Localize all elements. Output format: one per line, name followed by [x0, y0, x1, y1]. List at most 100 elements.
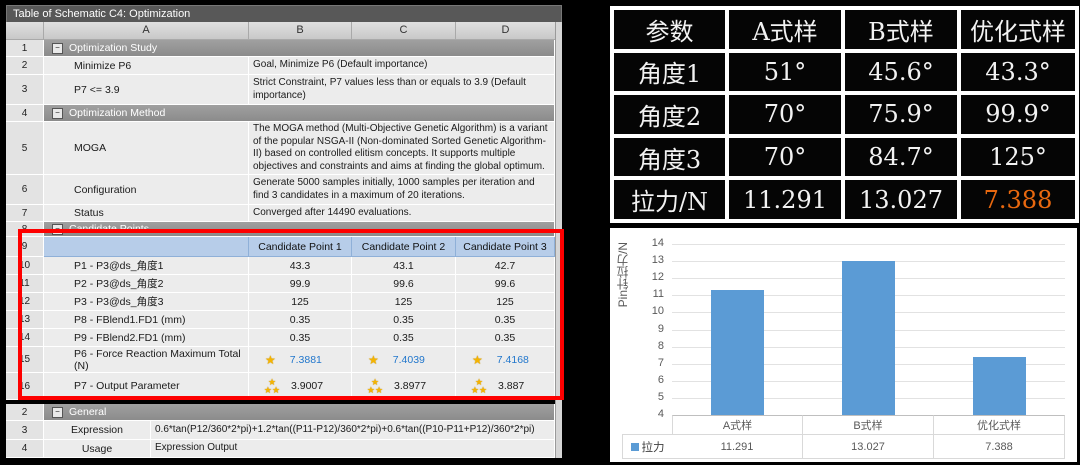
section-header-cell[interactable]: − General: [44, 404, 555, 421]
parameter-value-cell[interactable]: Converged after 14490 evaluations.: [249, 205, 555, 222]
parameter-label-cell[interactable]: P2 - P3@ds_角度2: [44, 275, 249, 293]
parameter-label-cell[interactable]: Configuration: [44, 175, 249, 205]
parameter-label-cell[interactable]: P7 - Output Parameter: [44, 373, 249, 400]
collapse-icon[interactable]: −: [52, 42, 63, 54]
corner-cell[interactable]: [6, 22, 44, 40]
candidate-value-cell[interactable]: ★ ★★ 3.9007: [249, 373, 352, 400]
star-icon: ★: [368, 352, 379, 367]
candidate-point-header[interactable]: Candidate Point 3: [456, 237, 555, 257]
compare-value-cell: 11.291: [727, 178, 843, 221]
bar[interactable]: [973, 357, 1026, 415]
compare-header-cell: 参数: [612, 8, 727, 51]
compare-value-cell: 125°: [959, 135, 1077, 179]
candidate-value-cell[interactable]: ★ 7.3881: [249, 347, 352, 373]
parameter-label-cell[interactable]: P8 - FBlend1.FD1 (mm): [44, 311, 249, 329]
parameter-label-cell[interactable]: P3 - P3@ds_角度3: [44, 293, 249, 311]
candidate-value-cell[interactable]: 0.35: [249, 329, 352, 347]
candidate-value-cell[interactable]: ★ ★★ 3.8977: [352, 373, 456, 400]
y-axis-tick-label: 4: [657, 408, 664, 420]
three-star-icon: ★ ★★: [470, 377, 488, 395]
parameter-value-cell[interactable]: The MOGA method (Multi-Objective Genetic…: [249, 122, 555, 175]
legend: 拉力: [622, 434, 672, 459]
row-number-cell[interactable]: 10: [6, 257, 44, 275]
parameter-label-cell[interactable]: Minimize P6: [44, 57, 249, 75]
parameter-label-cell[interactable]: P7 <= 3.9: [44, 75, 249, 105]
candidate-value-cell[interactable]: 125: [456, 293, 555, 311]
column-header-c[interactable]: C: [352, 22, 456, 40]
candidate-value-cell[interactable]: 43.1: [352, 257, 456, 275]
candidate-value-cell[interactable]: 99.9: [249, 275, 352, 293]
row-number-cell[interactable]: 14: [6, 329, 44, 347]
candidate-value-cell[interactable]: ★ 7.4039: [352, 347, 456, 373]
parameter-label-cell[interactable]: P6 - Force Reaction Maximum Total (N): [44, 347, 249, 373]
y-axis-tick-label: 14: [651, 237, 664, 249]
column-header-a[interactable]: A: [44, 22, 249, 40]
row-number-cell[interactable]: 16: [6, 373, 44, 400]
star-icon: ★: [265, 352, 276, 367]
table-row: 3 P7 <= 3.9 Strict Constraint, P7 values l…: [6, 75, 555, 105]
row-number-cell[interactable]: 3: [6, 75, 44, 105]
candidate-value-cell[interactable]: 99.6: [456, 275, 555, 293]
collapse-icon[interactable]: −: [52, 223, 63, 235]
candidate-value-cell[interactable]: 0.35: [352, 311, 456, 329]
row-number-cell[interactable]: 2: [6, 404, 44, 421]
candidate-point-header[interactable]: Candidate Point 1: [249, 237, 352, 257]
candidate-value-cell[interactable]: 125: [352, 293, 456, 311]
parameter-value-cell[interactable]: Strict Constraint, P7 values less than o…: [249, 75, 555, 105]
candidate-value-cell[interactable]: 43.3: [249, 257, 352, 275]
compare-value-cell: 51°: [727, 50, 843, 94]
section-header-cell[interactable]: − Optimization Method: [44, 105, 555, 122]
section-header-cell[interactable]: − Candidate Points: [44, 222, 555, 237]
candidate-value-cell[interactable]: 0.35: [456, 329, 555, 347]
row-number-cell[interactable]: 4: [6, 440, 44, 458]
row-number-cell[interactable]: 3: [6, 421, 44, 440]
row-number-cell[interactable]: 4: [6, 105, 44, 122]
table-row: 2− General: [6, 404, 555, 421]
row-number-cell[interactable]: 15: [6, 347, 44, 373]
parameter-value-cell[interactable]: Expression Output: [151, 440, 555, 458]
row-number-cell[interactable]: 11: [6, 275, 44, 293]
candidate-value: 7.4168: [496, 353, 529, 366]
candidate-value-cell[interactable]: 42.7: [456, 257, 555, 275]
parameter-label-cell[interactable]: Status: [44, 205, 249, 222]
column-header-d[interactable]: D: [456, 22, 555, 40]
bar[interactable]: [711, 290, 764, 415]
candidate-value-cell[interactable]: 0.35: [249, 311, 352, 329]
collapse-icon[interactable]: −: [52, 406, 63, 418]
candidate-value-cell[interactable]: ★ ★★ 3.887: [456, 373, 555, 400]
parameter-label-cell[interactable]: P9 - FBlend2.FD1 (mm): [44, 329, 249, 347]
parameter-value-cell[interactable]: 0.6*tan(P12/360*2*pi)+1.2*tan((P11-P12)/…: [151, 421, 555, 440]
column-header-b[interactable]: B: [249, 22, 352, 40]
row-number-cell[interactable]: 6: [6, 175, 44, 205]
row-number-cell[interactable]: 5: [6, 122, 44, 175]
category-label: 优化式样: [934, 415, 1065, 434]
section-header-cell[interactable]: − Optimization Study: [44, 40, 555, 57]
parameter-value-cell[interactable]: Generate 5000 samples initially, 1000 sa…: [249, 175, 555, 205]
row-number-cell[interactable]: 2: [6, 57, 44, 75]
row-number-cell[interactable]: 13: [6, 311, 44, 329]
candidate-value-cell[interactable]: 125: [249, 293, 352, 311]
bar[interactable]: [842, 260, 895, 415]
parameter-label-cell[interactable]: Usage: [44, 440, 151, 458]
compare-row-label: 角度2: [612, 93, 727, 136]
vertical-scrollbar[interactable]: [555, 22, 562, 458]
candidate-point-header[interactable]: Candidate Point 2: [352, 237, 456, 257]
table-title-bar: Table of Schematic C4: Optimization: [6, 5, 562, 22]
parameter-label-cell[interactable]: Expression: [44, 421, 151, 440]
row-number-cell[interactable]: 8: [6, 222, 44, 237]
parameter-value-cell[interactable]: Goal, Minimize P6 (Default importance): [249, 57, 555, 75]
parameter-label-cell[interactable]: MOGA: [44, 122, 249, 175]
candidate-value-cell[interactable]: 0.35: [456, 311, 555, 329]
row-number-cell[interactable]: 12: [6, 293, 44, 311]
row-number-cell[interactable]: 1: [6, 40, 44, 57]
candidate-value: 3.887: [498, 380, 525, 392]
parameter-label-cell[interactable]: P1 - P3@ds_角度1: [44, 257, 249, 275]
candidate-value-cell[interactable]: 99.6: [352, 275, 456, 293]
compare-value-cell: 43.3°: [959, 50, 1077, 94]
collapse-icon[interactable]: −: [52, 107, 63, 119]
compare-value-cell: 75.9°: [843, 93, 959, 136]
candidate-value-cell[interactable]: ★ 7.4168: [456, 347, 555, 373]
row-number-cell[interactable]: 7: [6, 205, 44, 222]
candidate-value-cell[interactable]: 0.35: [352, 329, 456, 347]
row-number-cell[interactable]: 9: [6, 237, 44, 257]
